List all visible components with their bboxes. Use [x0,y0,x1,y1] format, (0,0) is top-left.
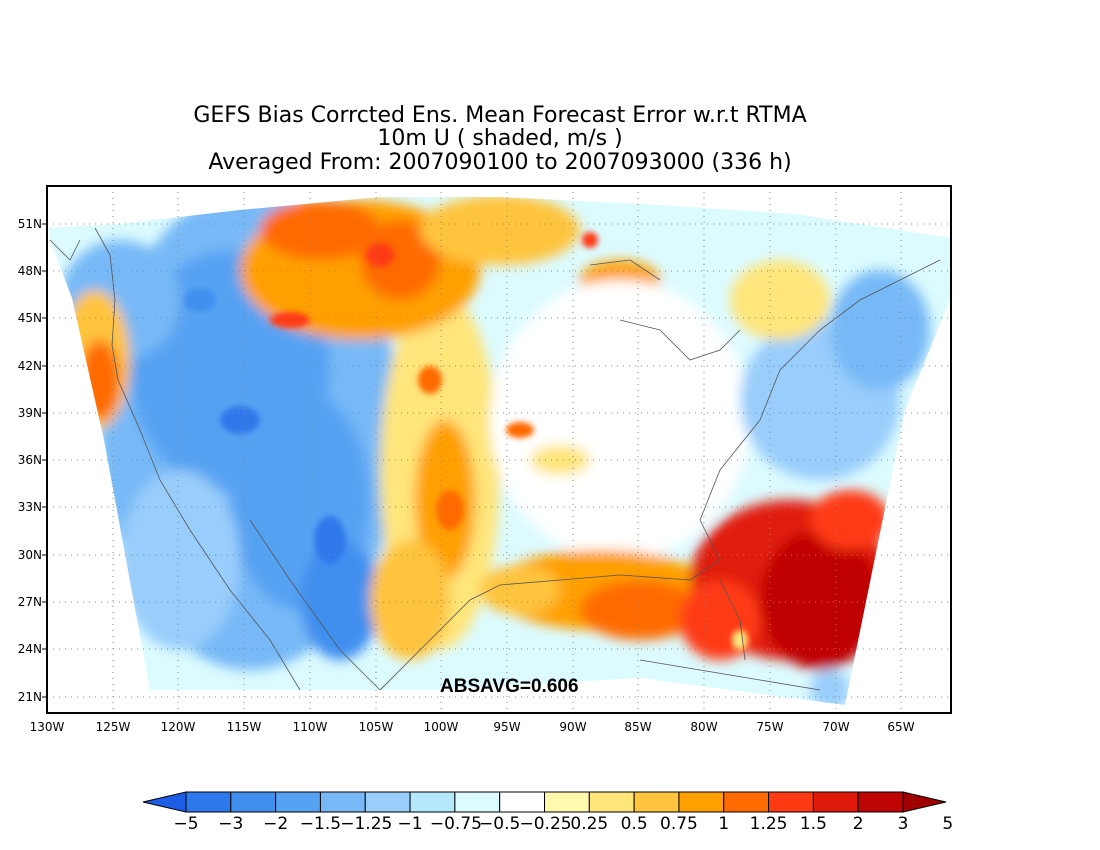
colorbar-label: −1.25 [340,814,393,834]
colorbar-cell [185,791,232,813]
title-line-2: 10m U ( shaded, m/s ) [377,126,623,151]
colorbar-label: −3 [218,814,244,834]
lon-tick-label: 130W [29,720,65,734]
lat-tick-label: 33N [17,500,42,514]
lat-tick-label: 51N [17,217,42,231]
lon-tick-label: 120W [160,720,196,734]
colorbar-label: 0.5 [620,814,648,834]
lon-tick-label: 125W [95,720,131,734]
colorbar-cell [319,791,366,813]
colorbar-label: 2 [852,814,864,834]
colorbar-cell [275,791,321,813]
lat-tick-label: 36N [17,453,42,467]
colorbar-cell [364,791,411,813]
lon-tick-label: 95W [493,720,521,734]
colorbar-cell [230,791,277,813]
colorbar-label: 1.25 [749,814,788,834]
colorbar-min-arrow [142,791,187,813]
colorbar-label: −0.5 [479,814,521,834]
colorbar-cell [812,791,859,813]
lat-tick-label: 42N [17,359,42,373]
colorbar-cell [678,791,725,813]
colorbar-label: −0.75 [429,814,482,834]
colorbar-label: 1 [718,814,730,834]
lat-tick-label: 30N [17,548,42,562]
colorbar-label: 3 [897,814,909,834]
colorbar-cell [723,791,770,813]
lon-tick-label: 65W [887,720,915,734]
coastlines [49,227,941,691]
lon-tick-label: 105W [358,720,394,734]
gridlines [47,186,951,713]
lon-tick-label: 115W [226,720,262,734]
lon-tick-label: 110W [292,720,328,734]
lon-tick-label: 75W [756,720,784,734]
colorbar-cell [633,791,680,813]
plot-frame [46,185,952,714]
colorbar-label: −1.5 [299,814,342,834]
lon-tick-label: 85W [624,720,652,734]
lon-tick-label: 100W [423,720,459,734]
lat-tick-label: 48N [17,264,42,278]
colorbar-cell [768,791,814,813]
lat-tick-label: 45N [17,311,42,325]
lon-tick-label: 80W [690,720,718,734]
lat-tick-label: 24N [17,642,42,656]
lat-tick-label: 21N [17,690,42,704]
colorbar-cell [544,791,590,813]
colorbar-cell [857,791,904,813]
colorbar-label: −5 [173,814,199,834]
colorbar-cell [409,791,456,813]
colorbar-label: 0.25 [570,814,609,834]
colorbar-label: −1 [397,814,423,834]
colorbar-cell [588,791,635,813]
absavg-annotation: ABSAVG=0.606 [440,676,579,697]
colorbar-label: −0.25 [519,814,572,834]
lat-tick-label: 39N [17,406,42,420]
colorbar-label: 0.75 [660,814,698,834]
colorbar-cell [499,791,545,813]
title-line-1: GEFS Bias Corrcted Ens. Mean Forecast Er… [193,103,807,128]
colorbar-label: −2 [263,814,289,834]
colorbar-cells [185,791,904,813]
colorbar-label: 5 [942,814,954,834]
title-line-3: Averaged From: 2007090100 to 2007093000 … [208,150,792,175]
colorbar-max-arrow [902,791,947,813]
colorbar-cell [454,791,501,813]
lon-tick-label: 70W [822,720,850,734]
lat-tick-label: 27N [17,595,42,609]
colorbar-label: 1.5 [799,814,827,834]
lon-tick-label: 90W [559,720,587,734]
